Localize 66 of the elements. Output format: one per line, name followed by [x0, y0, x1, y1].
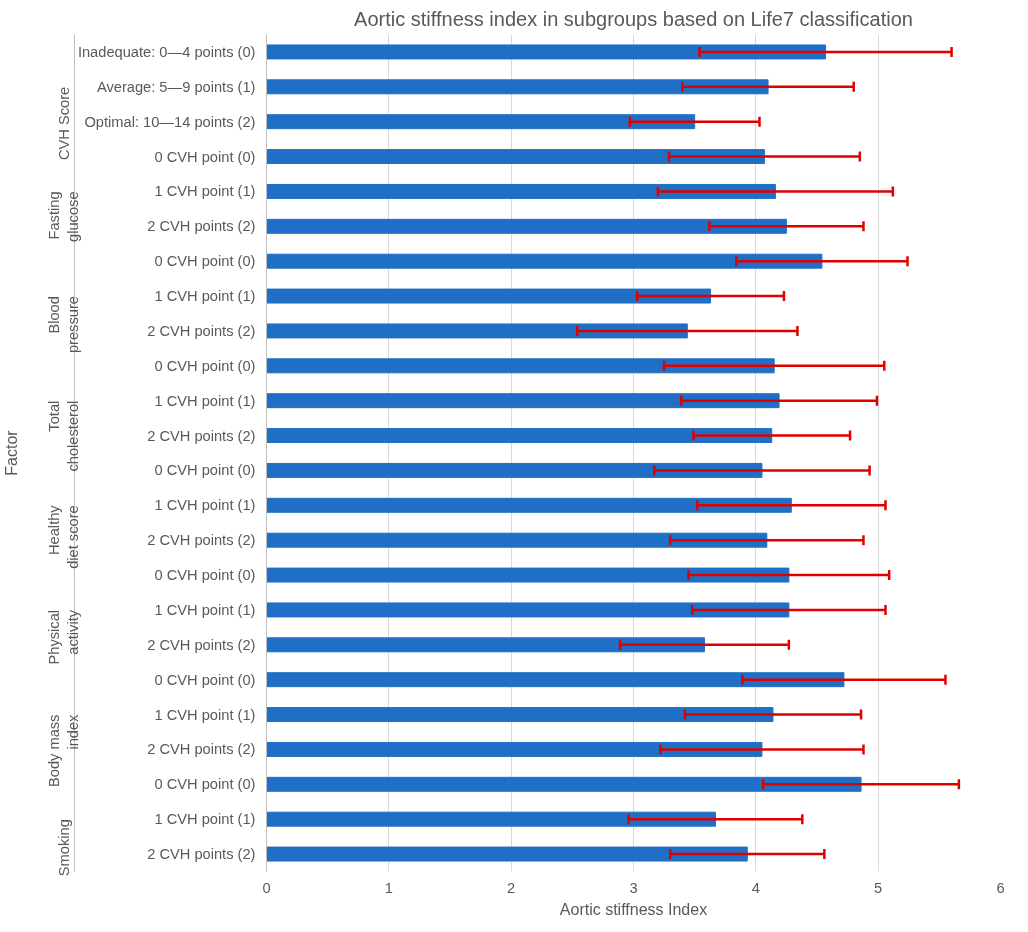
text: Smoking [55, 819, 72, 877]
y-tick-label: 2 CVH points (2) [147, 532, 256, 549]
y-tick-label: 0 CVH point (0) [154, 462, 256, 479]
text: Fasting glucose [45, 191, 82, 242]
bar [266, 183, 776, 199]
y-tick-label: 2 CVH points (2) [147, 322, 256, 339]
bar [266, 846, 748, 862]
bar [266, 323, 688, 339]
y-tick-label: 2 CVH points (2) [147, 741, 256, 758]
x-tick-label: 1 [384, 879, 393, 896]
bar [266, 114, 696, 130]
text: Healthy diet score [45, 504, 82, 569]
bar [266, 672, 845, 688]
bar [266, 288, 712, 304]
text: Total cholesterol [45, 400, 82, 472]
x-tick-label: 0 [262, 879, 271, 896]
y-tick-label: 2 CVH points (2) [147, 427, 256, 444]
bar [266, 811, 716, 827]
bar [266, 428, 773, 444]
bar [266, 637, 705, 653]
y-tick-label: 1 CVH point (1) [154, 706, 256, 723]
x-tick-label: 3 [629, 879, 638, 896]
y-tick-label: Inadequate: 0—4 points (0) [77, 43, 256, 60]
x-tick-label: 4 [751, 879, 760, 896]
bar [266, 149, 765, 165]
bar [266, 393, 780, 409]
text: Blood pressure [45, 296, 82, 354]
bar [266, 253, 823, 269]
y-tick-label: Optimal: 10—14 points (2) [84, 113, 256, 130]
chart-title: Aortic stiffness index in subgroups based on Life7 classification [354, 7, 913, 30]
bar [266, 44, 827, 60]
y-tick-label: 2 CVH points (2) [147, 218, 256, 235]
bar [266, 358, 775, 374]
y-tick-label: 2 CVH points (2) [147, 846, 256, 863]
x-tick-label: 6 [996, 879, 1005, 896]
y-tick-label: 1 CVH point (1) [154, 392, 256, 409]
x-axis-title: Aortic stiffness Index [559, 900, 708, 918]
bar [266, 602, 790, 618]
y-tick-label: 1 CVH point (1) [154, 811, 256, 828]
x-tick-label: 2 [507, 879, 516, 896]
y-tick-label: 1 CVH point (1) [154, 601, 256, 618]
y-axis-title: Factor [3, 429, 21, 476]
bar [266, 497, 792, 513]
text: CVH Score [55, 86, 72, 161]
y-tick-label: 1 CVH point (1) [154, 497, 256, 514]
text: Body mass index [45, 713, 82, 788]
y-tick-label: 2 CVH points (2) [147, 636, 256, 653]
bar [266, 741, 763, 757]
bar [266, 776, 862, 792]
y-tick-label: 0 CVH point (0) [154, 671, 256, 688]
y-tick-label: 0 CVH point (0) [154, 357, 256, 374]
y-tick-label: 0 CVH point (0) [154, 148, 256, 165]
y-tick-label: 1 CVH point (1) [154, 288, 256, 305]
y-tick-label: 1 CVH point (1) [154, 183, 256, 200]
y-tick-label: 0 CVH point (0) [154, 567, 256, 584]
bar [266, 462, 763, 478]
bar [266, 218, 787, 234]
bar [266, 532, 768, 548]
bar [266, 707, 774, 723]
text: Physical activity [45, 609, 82, 665]
bar [266, 79, 769, 95]
bar [266, 567, 790, 583]
x-tick-label: 5 [874, 879, 883, 896]
y-tick-label: Average: 5—9 points (1) [96, 78, 256, 95]
y-tick-label: 0 CVH point (0) [154, 776, 256, 793]
y-tick-label: 0 CVH point (0) [154, 253, 256, 270]
